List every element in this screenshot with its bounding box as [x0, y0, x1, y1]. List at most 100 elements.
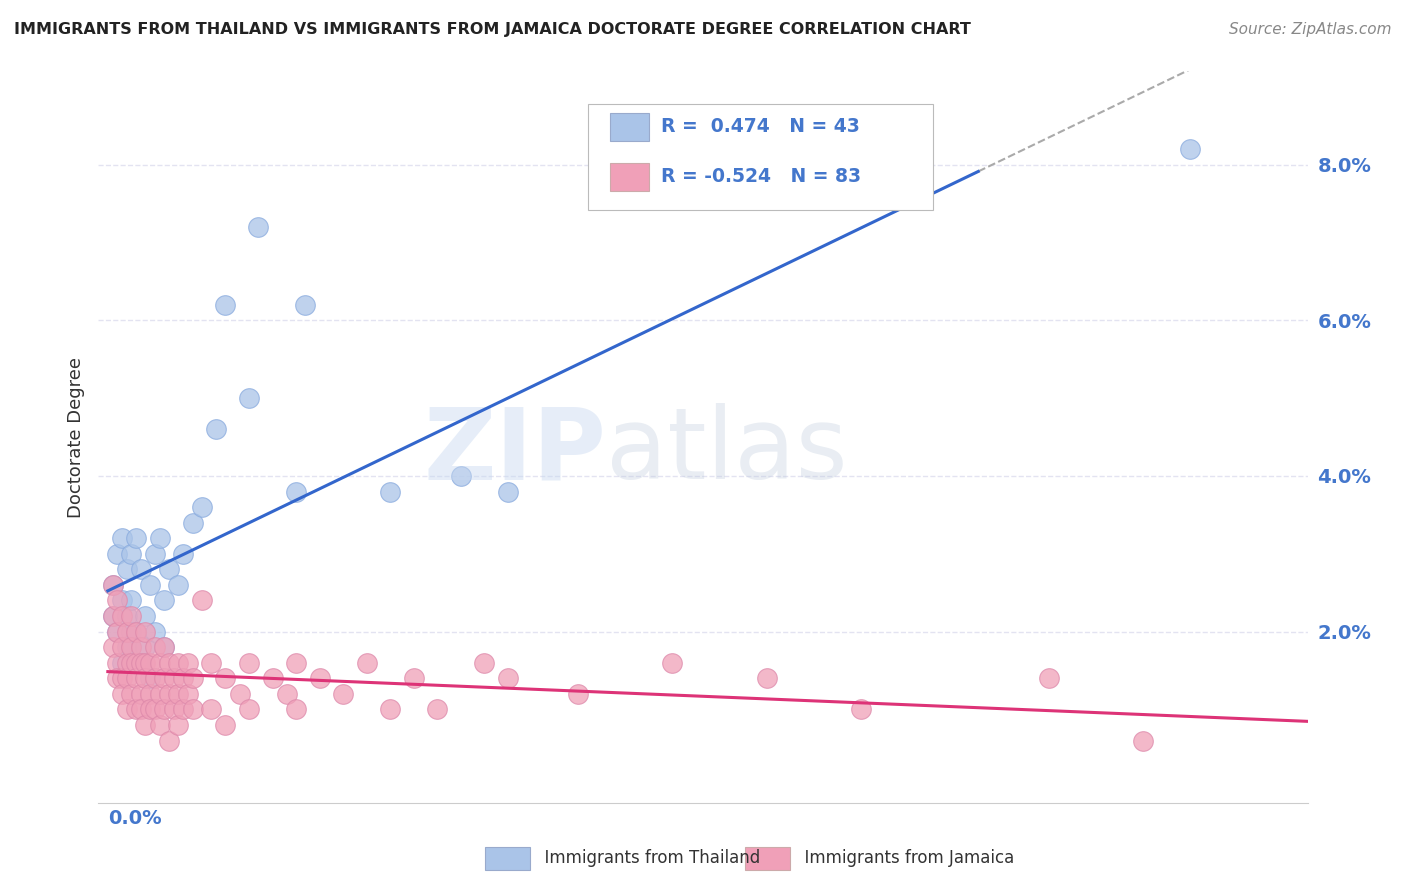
Point: [101, 609, 124, 624]
Point: [181, 702, 204, 716]
Point: [134, 624, 156, 639]
Point: [214, 671, 236, 685]
Point: [134, 718, 156, 732]
Point: [247, 219, 270, 234]
Point: [191, 500, 214, 515]
Point: [285, 702, 308, 716]
Point: [134, 671, 156, 685]
Point: [238, 391, 260, 405]
Point: [105, 593, 128, 607]
Point: [153, 593, 176, 607]
Point: [125, 671, 148, 685]
Point: [149, 718, 172, 732]
Point: [214, 718, 236, 732]
Text: Immigrants from Thailand: Immigrants from Thailand: [534, 849, 761, 867]
Point: [120, 609, 142, 624]
Point: [308, 671, 330, 685]
Point: [496, 484, 519, 499]
Point: [115, 640, 138, 655]
Point: [157, 656, 180, 670]
Point: [120, 656, 142, 670]
Point: [755, 671, 778, 685]
Point: [125, 531, 148, 545]
Point: [378, 484, 401, 499]
Point: [177, 687, 200, 701]
Text: ZIP: ZIP: [423, 403, 606, 500]
Point: [153, 640, 176, 655]
Point: [143, 671, 166, 685]
Point: [167, 578, 190, 592]
Point: [105, 671, 128, 685]
Point: [149, 656, 172, 670]
Point: [157, 562, 180, 576]
Point: [111, 609, 134, 624]
FancyBboxPatch shape: [610, 113, 648, 141]
Point: [661, 656, 683, 670]
Point: [472, 656, 495, 670]
Point: [200, 656, 222, 670]
Point: [129, 562, 152, 576]
Point: [111, 640, 134, 655]
Point: [172, 671, 194, 685]
Point: [115, 624, 138, 639]
Point: [129, 702, 152, 716]
Point: [115, 656, 138, 670]
Point: [115, 562, 138, 576]
Point: [153, 640, 176, 655]
Point: [125, 702, 148, 716]
Point: [450, 469, 472, 483]
Point: [167, 718, 190, 732]
Point: [191, 593, 214, 607]
Point: [285, 484, 308, 499]
Point: [200, 702, 222, 716]
Point: [120, 593, 142, 607]
Point: [105, 547, 128, 561]
Point: [134, 609, 156, 624]
Point: [228, 687, 250, 701]
Point: [115, 671, 138, 685]
Y-axis label: Doctorate Degree: Doctorate Degree: [66, 357, 84, 517]
Point: [149, 687, 172, 701]
Point: [129, 656, 152, 670]
Point: [172, 702, 194, 716]
Point: [111, 671, 134, 685]
Point: [139, 671, 162, 685]
Point: [129, 656, 152, 670]
Point: [276, 687, 298, 701]
Text: R = -0.524   N = 83: R = -0.524 N = 83: [661, 167, 860, 186]
Point: [101, 578, 124, 592]
Point: [177, 656, 200, 670]
Point: [849, 702, 872, 716]
Point: [105, 624, 128, 639]
Point: [105, 656, 128, 670]
Point: [101, 578, 124, 592]
Point: [378, 702, 401, 716]
Point: [149, 531, 172, 545]
Text: R =  0.474   N = 43: R = 0.474 N = 43: [661, 117, 859, 136]
Point: [332, 687, 354, 701]
Point: [172, 547, 194, 561]
Point: [285, 656, 308, 670]
Point: [115, 609, 138, 624]
Point: [1038, 671, 1060, 685]
Point: [153, 671, 176, 685]
Point: [1132, 733, 1154, 747]
Point: [125, 624, 148, 639]
Point: [205, 422, 228, 436]
Text: Source: ZipAtlas.com: Source: ZipAtlas.com: [1229, 22, 1392, 37]
Point: [139, 702, 162, 716]
Point: [101, 609, 124, 624]
Point: [143, 624, 166, 639]
Point: [120, 624, 142, 639]
Point: [139, 687, 162, 701]
Point: [157, 733, 180, 747]
Point: [143, 702, 166, 716]
Point: [143, 640, 166, 655]
Point: [153, 702, 176, 716]
Point: [111, 656, 134, 670]
Point: [181, 516, 204, 530]
Point: [167, 656, 190, 670]
Point: [496, 671, 519, 685]
Point: [567, 687, 589, 701]
FancyBboxPatch shape: [610, 163, 648, 191]
